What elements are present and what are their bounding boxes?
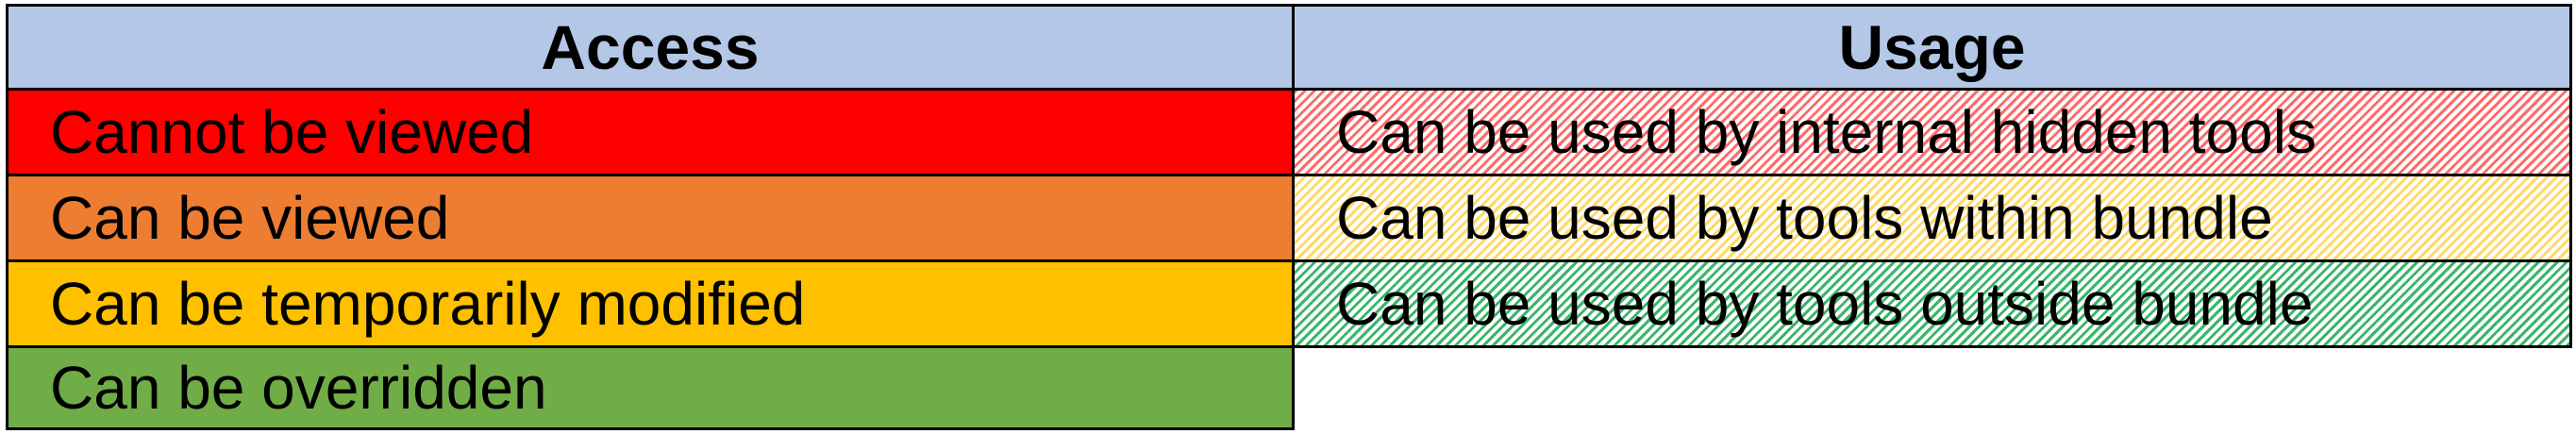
access-header: Access [6,4,1295,91]
usage-row-label: Can be used by internal hidden tools [1336,98,2317,166]
access-row-can-be-viewed: Can be viewed [6,174,1295,262]
usage-row-tools-outside-bundle: Can be used by tools outside bundle [1292,259,2572,348]
access-usage-legend-table: Access Usage Cannot be viewed Can be vie… [6,4,2572,430]
access-row-label: Can be viewed [50,184,450,252]
access-row-label: Cannot be viewed [50,98,534,166]
usage-header: Usage [1292,4,2572,91]
usage-header-label: Usage [1838,12,2026,82]
access-row-cannot-be-viewed: Cannot be viewed [6,88,1295,176]
access-row-overridden: Can be overridden [6,345,1295,430]
usage-row-tools-within-bundle: Can be used by tools within bundle [1292,174,2572,262]
access-row-label: Can be temporarily modified [50,270,806,338]
access-row-label: Can be overridden [50,354,547,422]
usage-row-label: Can be used by tools within bundle [1336,184,2273,252]
usage-row-internal-hidden-tools: Can be used by internal hidden tools [1292,88,2572,176]
usage-row-label: Can be used by tools outside bundle [1336,270,2314,338]
access-row-temporarily-modified: Can be temporarily modified [6,259,1295,348]
access-header-label: Access [541,12,760,82]
